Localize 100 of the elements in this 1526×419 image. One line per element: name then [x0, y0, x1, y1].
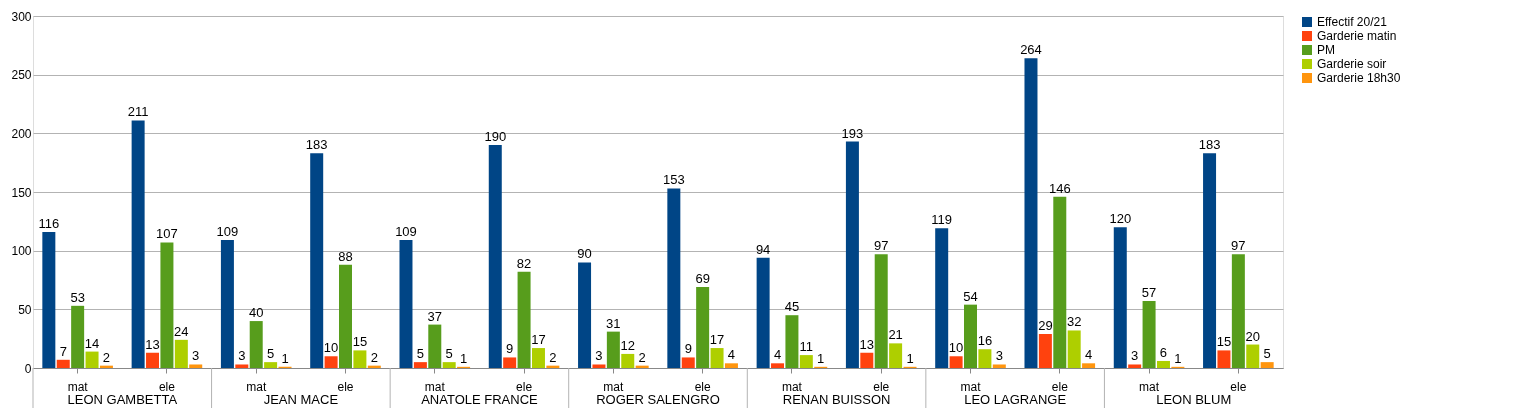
bar — [339, 264, 352, 368]
y-tick-label: 200 — [11, 126, 32, 141]
data-label: 1 — [1174, 350, 1182, 366]
data-label: 190 — [484, 129, 507, 145]
data-label: 183 — [305, 137, 328, 153]
data-label: 4 — [773, 347, 782, 363]
bar — [1142, 301, 1156, 368]
x-tick-label: ele — [337, 379, 354, 394]
data-label: 146 — [1048, 180, 1071, 196]
data-label: 24 — [174, 323, 189, 339]
data-label: 2 — [549, 349, 557, 365]
data-label: 82 — [516, 255, 532, 271]
bar — [667, 188, 681, 368]
text: RENAN BUISSON — [782, 392, 891, 407]
bar — [935, 228, 949, 368]
x-tick-label: ele — [1051, 379, 1069, 394]
bar — [310, 153, 324, 368]
bar — [874, 254, 888, 368]
legend-label: Garderie soir — [1317, 57, 1387, 71]
data-label: 4 — [727, 347, 736, 363]
bar — [606, 331, 620, 368]
y-tick-label: 300 — [11, 9, 32, 24]
data-label: 3 — [238, 348, 246, 364]
bar — [1053, 196, 1067, 368]
data-label: 9 — [684, 341, 692, 357]
data-label: 4 — [1084, 347, 1093, 363]
bar — [949, 356, 963, 368]
data-label: 17 — [709, 332, 725, 348]
bar — [621, 353, 635, 368]
bar — [85, 351, 99, 368]
data-label: 37 — [427, 308, 443, 324]
bar — [1038, 333, 1052, 368]
bar — [1113, 227, 1127, 368]
bar — [696, 287, 710, 368]
bar — [799, 355, 813, 368]
data-label: 1 — [459, 350, 468, 366]
text: ANATOLE FRANCE — [421, 392, 539, 407]
data-label: 88 — [338, 248, 353, 264]
bar — [146, 352, 160, 368]
data-label: 107 — [156, 226, 178, 242]
text: LEON BLUM — [1156, 392, 1232, 407]
bar — [1203, 153, 1217, 368]
text: LEO LAGRANGE — [964, 392, 1067, 407]
x-tick-label: mat — [424, 379, 446, 394]
data-label: 40 — [248, 305, 264, 321]
bar — [42, 231, 56, 368]
bar — [442, 362, 456, 368]
text: JEAN MACE — [263, 392, 339, 407]
data-label: 120 — [1109, 211, 1132, 227]
bar — [353, 350, 367, 368]
bar — [131, 120, 145, 368]
data-label: 3 — [1131, 348, 1139, 364]
data-label: 10 — [323, 340, 339, 356]
bar — [160, 242, 174, 368]
bar — [756, 257, 770, 368]
x-tick-label: mat — [1139, 379, 1160, 394]
bar — [189, 364, 203, 368]
data-label: 1 — [281, 350, 289, 366]
bar — [71, 305, 85, 368]
bar — [264, 362, 278, 368]
bar — [785, 315, 799, 368]
data-label: 11 — [799, 339, 814, 355]
data-label: 183 — [1198, 137, 1221, 153]
bar — [978, 349, 992, 368]
y-tick-label: 250 — [11, 68, 32, 83]
data-label: 3 — [595, 348, 603, 364]
bar — [964, 304, 977, 368]
text: LEON GAMBETTA — [67, 392, 178, 407]
bar — [1217, 350, 1231, 368]
x-tick-label: ele — [873, 379, 890, 394]
data-label: 20 — [1245, 328, 1260, 344]
bar — [235, 364, 249, 368]
bar — [592, 364, 606, 368]
bar — [531, 348, 545, 368]
x-tick-label: ele — [516, 379, 533, 394]
bar — [1231, 254, 1245, 368]
data-label: 14 — [84, 335, 100, 351]
bar — [413, 362, 427, 368]
bar — [1246, 344, 1260, 368]
bar — [428, 324, 442, 368]
x-tick-label: ele — [158, 379, 176, 394]
data-label: 21 — [888, 327, 903, 343]
data-label: 119 — [931, 212, 953, 228]
data-label: 16 — [977, 333, 993, 349]
data-label: 15 — [1216, 334, 1232, 350]
bar — [578, 262, 592, 368]
text: ROGER SALENGRO — [596, 392, 720, 407]
data-label: 13 — [859, 336, 875, 352]
data-label: 94 — [755, 241, 771, 257]
legend-label: Garderie 18h30 — [1317, 71, 1401, 85]
bar — [503, 357, 517, 368]
data-label: 2 — [102, 349, 111, 365]
data-label: 116 — [38, 215, 60, 231]
bar — [399, 240, 413, 368]
x-tick-label: mat — [67, 379, 89, 394]
bar — [1260, 362, 1274, 368]
bar — [1128, 364, 1142, 368]
bar — [710, 348, 724, 368]
data-label: 15 — [352, 334, 368, 350]
bar — [845, 141, 859, 368]
